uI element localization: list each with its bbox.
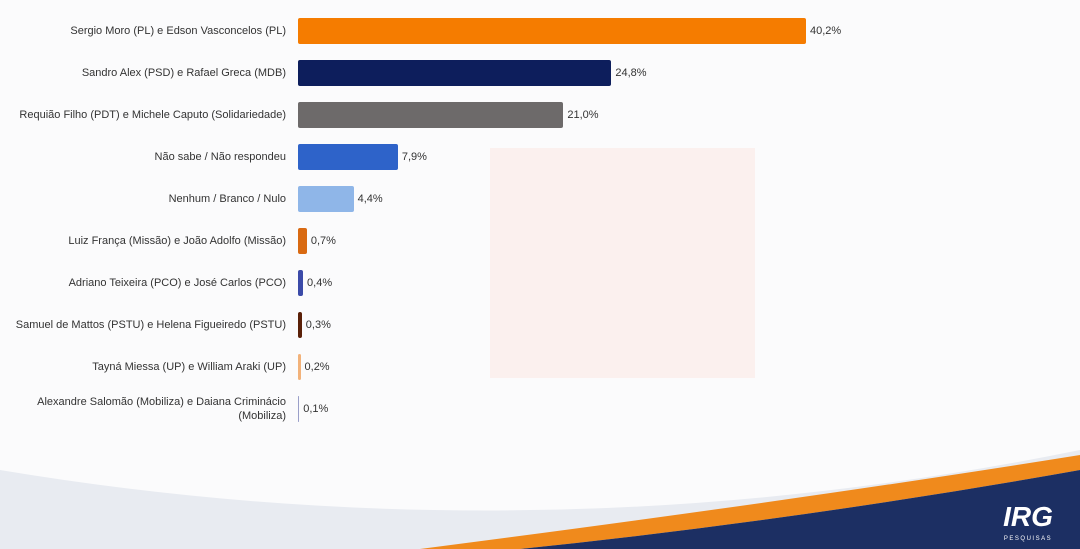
category-label: Sergio Moro (PL) e Edson Vasconcelos (PL… (70, 25, 286, 37)
bar (298, 312, 302, 338)
value-label: 21,0% (567, 109, 599, 121)
value-label: 0,4% (307, 277, 333, 289)
bar (298, 144, 398, 170)
value-label: 0,2% (304, 361, 330, 373)
category-label: Alexandre Salomão (Mobiliza) e Daiana Cr… (37, 396, 286, 422)
category-label: Não sabe / Não respondeu (154, 151, 286, 163)
bar (298, 186, 354, 212)
swoosh-blue (520, 470, 1080, 549)
bar (298, 60, 612, 86)
category-label: Tayná Miessa (UP) e William Araki (UP) (92, 361, 286, 373)
value-label: 0,1% (303, 403, 329, 415)
bar (298, 270, 304, 296)
value-label: 24,8% (615, 67, 647, 79)
bar (298, 396, 300, 422)
logo-subtitle: PESQUISAS (1004, 536, 1052, 542)
category-label: Luiz França (Missão) e João Adolfo (Miss… (68, 235, 286, 247)
value-label: 40,2% (810, 25, 842, 37)
category-label: Requião Filho (PDT) e Michele Caputo (So… (19, 109, 286, 121)
category-label: Samuel de Mattos (PSTU) e Helena Figueir… (15, 319, 286, 331)
category-label: Sandro Alex (PSD) e Rafael Greca (MDB) (81, 67, 286, 79)
bar (298, 18, 806, 44)
value-label: 0,3% (305, 319, 331, 331)
category-label: Nenhum / Branco / Nulo (168, 193, 286, 205)
value-label: 0,7% (310, 235, 336, 247)
logo: IRG (1003, 501, 1053, 532)
watermark (490, 148, 755, 378)
value-label: 4,4% (357, 193, 383, 205)
category-label: Adriano Teixeira (PCO) e José Carlos (PC… (68, 277, 286, 289)
bar (298, 354, 301, 380)
value-label: 7,9% (401, 151, 427, 163)
bar (298, 228, 307, 254)
bar (298, 102, 564, 128)
